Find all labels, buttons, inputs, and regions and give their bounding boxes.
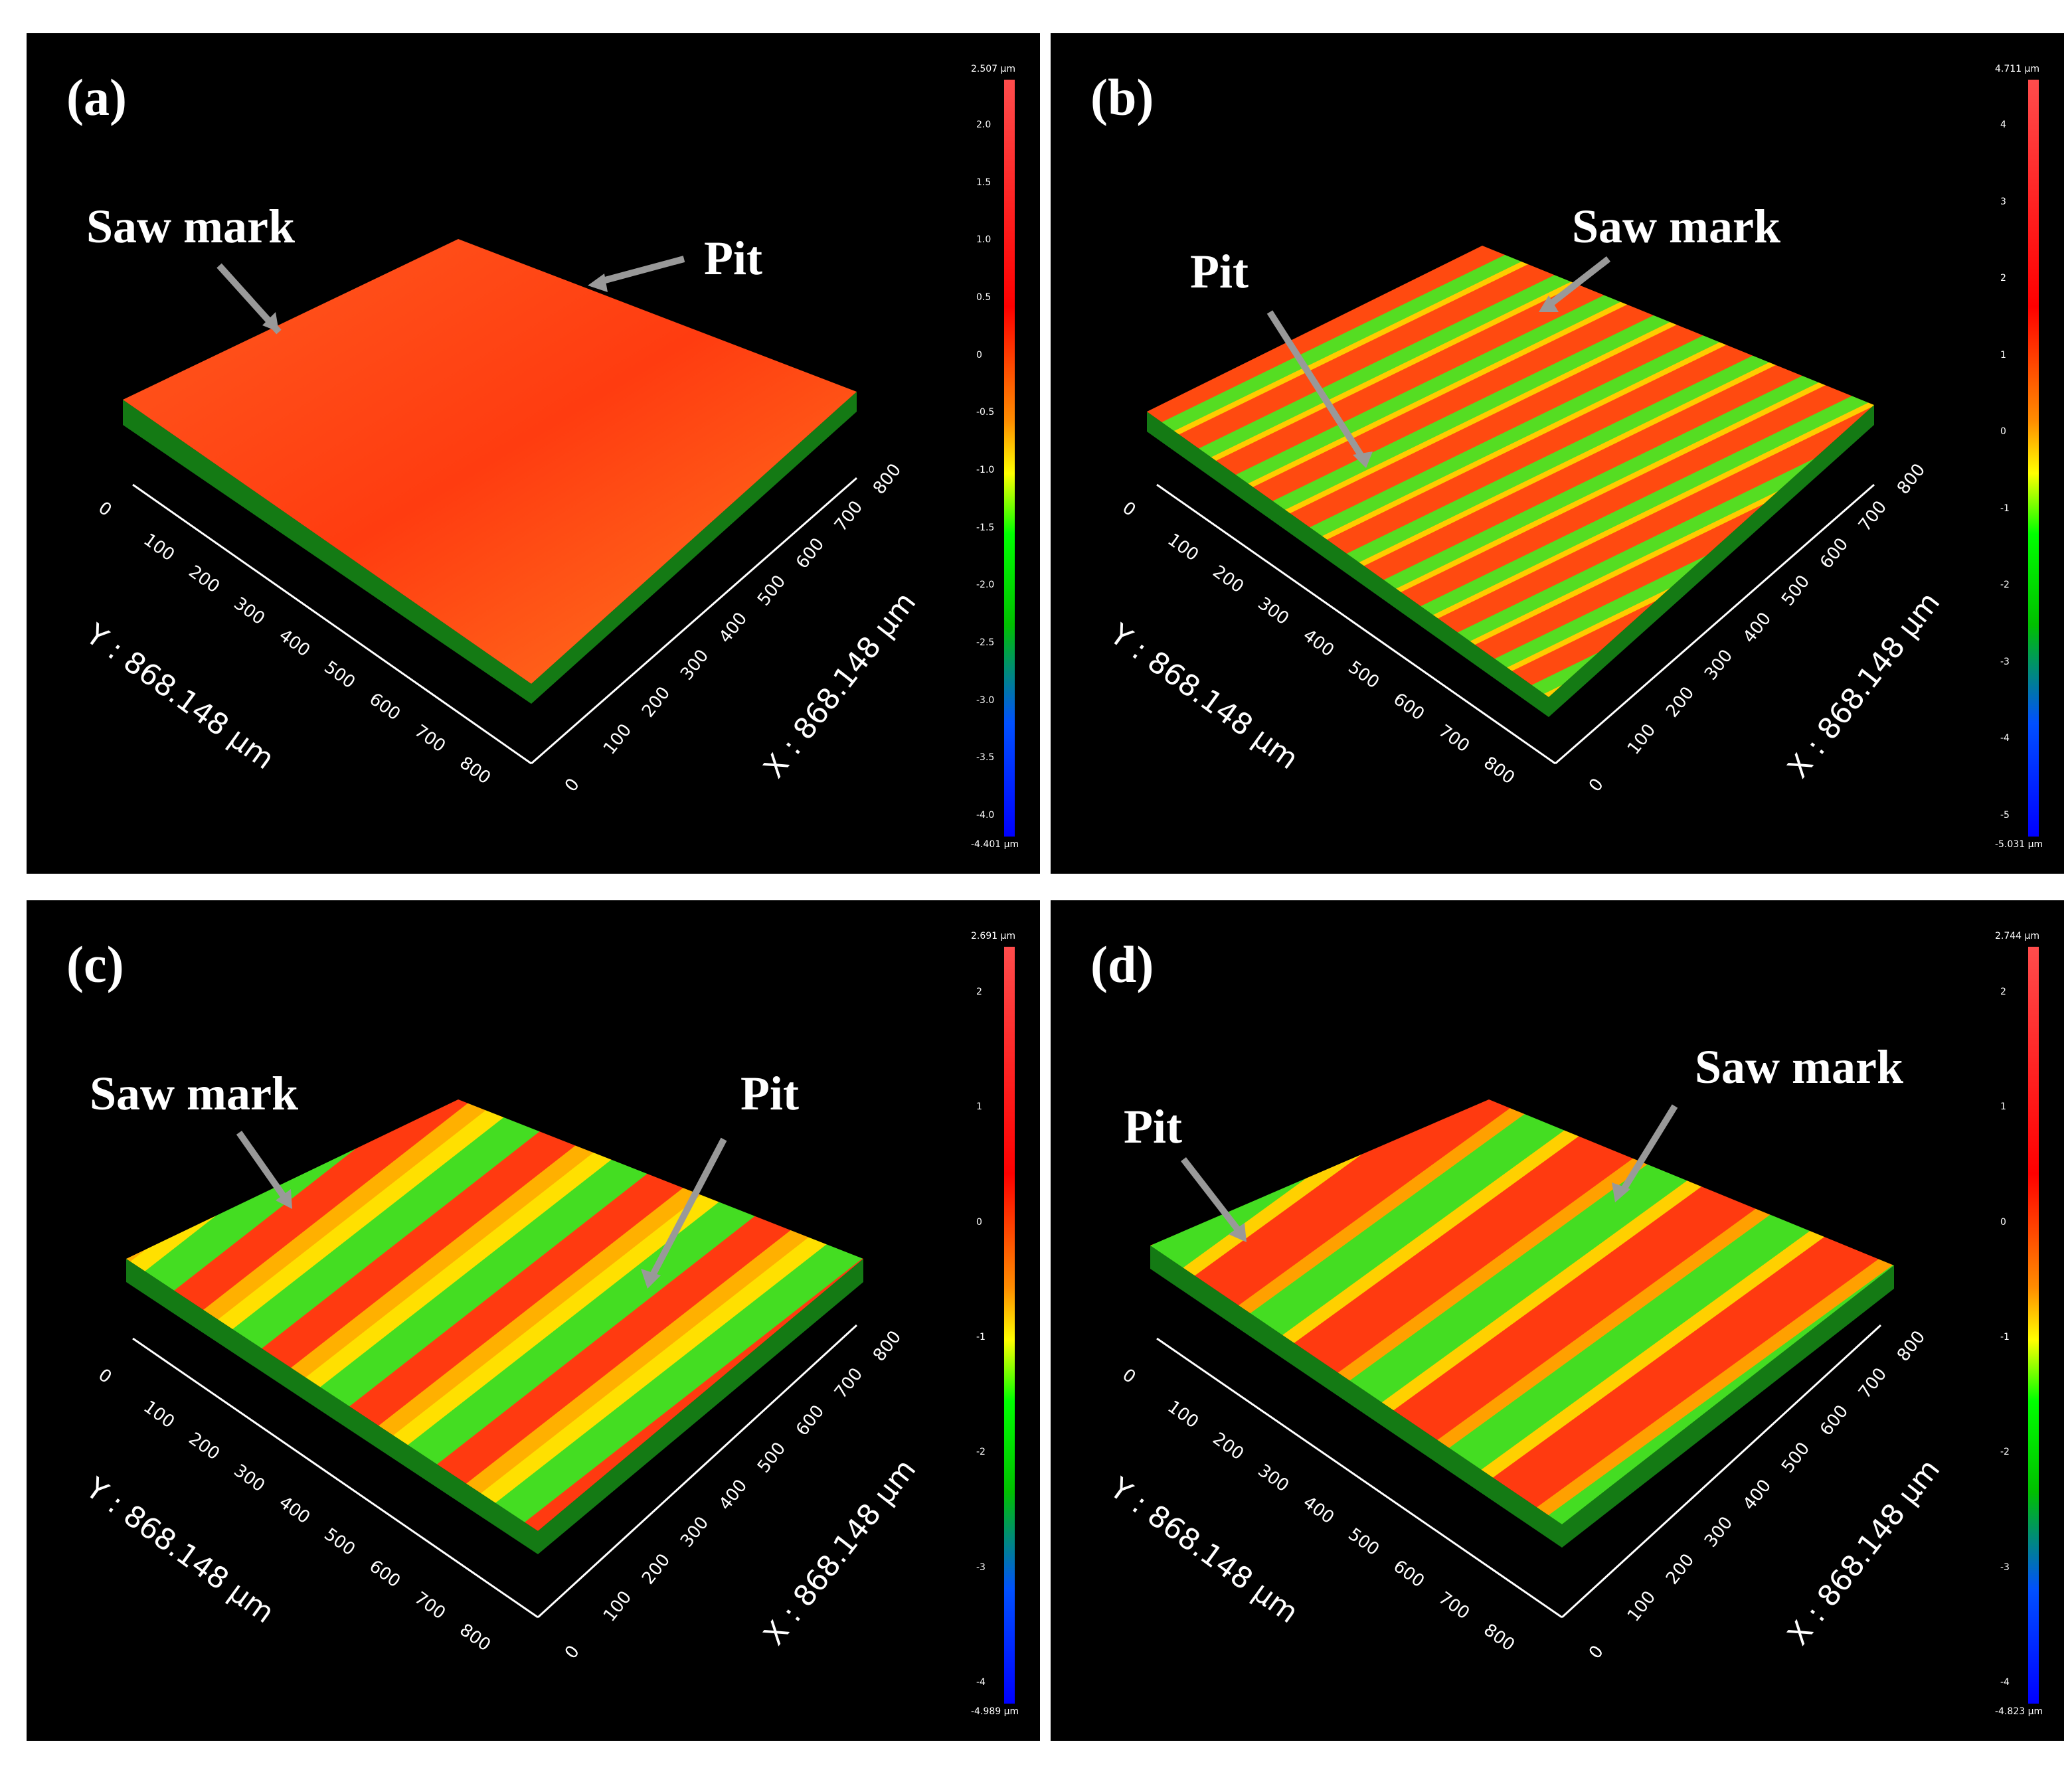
colorbar xyxy=(2028,80,2039,837)
colorbar-tick-label: -2 xyxy=(976,1447,986,1458)
colorbar-min: -4.989 µm xyxy=(971,1706,1019,1717)
pit-arrow xyxy=(1266,310,1366,460)
colorbar-min: -4.823 µm xyxy=(1995,1706,2043,1717)
colorbar-tick-label: -3 xyxy=(2000,656,2010,667)
pit-arrow xyxy=(648,1137,727,1281)
colorbar xyxy=(2028,947,2039,1704)
colorbar-tick-label: -4.0 xyxy=(976,810,995,821)
panel-d: (d) Saw mark Pit Y : 868.148 µm X : 868.… xyxy=(1051,900,2064,1741)
colorbar-tick-label: -2.0 xyxy=(976,580,995,591)
colorbar-tick-label: -2 xyxy=(2000,1447,2010,1458)
panel-label: (b) xyxy=(1090,68,1154,126)
colorbar-tick-label: 0 xyxy=(2000,426,2006,438)
colorbar-min: -4.401 µm xyxy=(971,839,1019,850)
pit-annotation: Pit xyxy=(1124,1100,1182,1153)
saw-mark-annotation: Saw mark xyxy=(86,200,296,253)
saw-mark-annotation: Saw mark xyxy=(90,1067,299,1120)
pit-arrow xyxy=(1181,1157,1243,1235)
saw-mark-arrow xyxy=(1618,1104,1678,1194)
colorbar-tick-label: -3.0 xyxy=(976,694,995,706)
colorbar-tick-label: -1 xyxy=(976,1332,986,1342)
colorbar-tick-label: 0 xyxy=(976,349,982,361)
colorbar xyxy=(1004,947,1015,1704)
panel-label: (a) xyxy=(66,68,127,126)
colorbar-tick-label: -3 xyxy=(976,1562,986,1573)
surface-plot-d xyxy=(1150,1099,1894,1619)
surface-plot-a xyxy=(123,239,857,765)
colorbar-tick-label: 3 xyxy=(2000,196,2006,207)
colorbar-max: 2.507 µm xyxy=(971,64,1016,74)
colorbar-tick-label: 1 xyxy=(2000,1101,2006,1113)
colorbar-tick-label: 2 xyxy=(2000,987,2006,997)
colorbar-tick-label: -2.5 xyxy=(976,637,995,648)
panel-c: (c) Saw mark Pit Y : 868.148 µm X : 868.… xyxy=(27,900,1040,1741)
saw-mark-annotation: Saw mark xyxy=(1695,1040,1904,1093)
panel-label: (c) xyxy=(66,935,124,993)
colorbar-tick-label: 1.5 xyxy=(976,177,992,188)
colorbar-min: -5.031 µm xyxy=(1995,839,2043,850)
colorbar-tick-label: -3.5 xyxy=(976,752,995,764)
colorbar-tick-label: -3 xyxy=(2000,1562,2010,1573)
colorbar-tick-label: -4 xyxy=(2000,733,2010,744)
colorbar-tick-label: 2 xyxy=(976,987,982,997)
colorbar-tick-label: -1 xyxy=(2000,503,2010,514)
colorbar-tick-label: -0.5 xyxy=(976,407,995,418)
surface-plot-b xyxy=(1147,246,1875,765)
surface-a-edge xyxy=(123,400,531,704)
saw-mark-annotation: Saw mark xyxy=(1572,200,1781,253)
colorbar-tick-label: -1.5 xyxy=(976,522,995,533)
colorbar-tick-label: 4 xyxy=(2000,120,2006,130)
surface-d xyxy=(1150,1099,1894,1524)
colorbar xyxy=(1004,80,1015,837)
colorbar-tick-label: -4 xyxy=(2000,1677,2010,1688)
colorbar-tick-label: -4 xyxy=(976,1677,986,1688)
colorbar-max: 2.744 µm xyxy=(1995,931,2040,941)
pit-annotation: Pit xyxy=(740,1067,799,1120)
pit-annotation: Pit xyxy=(704,232,762,285)
colorbar-tick-label: 1 xyxy=(976,1101,982,1113)
pit-arrow xyxy=(596,256,685,285)
panel-a: (a) Saw mark Pit Y : 868.148 µm X : 868.… xyxy=(27,33,1040,874)
colorbar-max: 4.711 µm xyxy=(1995,64,2040,74)
surface-plot-c xyxy=(126,1099,863,1619)
colorbar-max: 2.691 µm xyxy=(971,931,1016,941)
colorbar-tick-label: -5 xyxy=(2000,810,2010,821)
saw-mark-arrow xyxy=(1546,256,1611,308)
colorbar-tick-label: 0 xyxy=(976,1216,982,1228)
colorbar-tick-label: 2.0 xyxy=(976,120,992,130)
panel-label: (d) xyxy=(1090,935,1154,993)
colorbar-tick-label: 2 xyxy=(2000,273,2006,284)
pit-annotation: Pit xyxy=(1190,245,1249,298)
colorbar-tick-label: 0.5 xyxy=(976,292,992,303)
colorbar-tick-label: 1 xyxy=(2000,349,2006,361)
surface-b xyxy=(1147,246,1874,697)
colorbar-tick-label: 0 xyxy=(2000,1216,2006,1228)
colorbar-tick-label: -1.0 xyxy=(976,465,995,475)
colorbar-tick-label: 1.0 xyxy=(976,234,992,246)
saw-mark-arrow xyxy=(236,1131,289,1201)
surface-a xyxy=(123,239,857,684)
surface-c xyxy=(126,1099,863,1531)
colorbar-tick-label: -1 xyxy=(2000,1332,2010,1342)
colorbar-tick-label: -2 xyxy=(2000,580,2010,591)
panel-b: (b) Saw mark Pit Y : 868.148 µm X : 868.… xyxy=(1051,33,2064,874)
